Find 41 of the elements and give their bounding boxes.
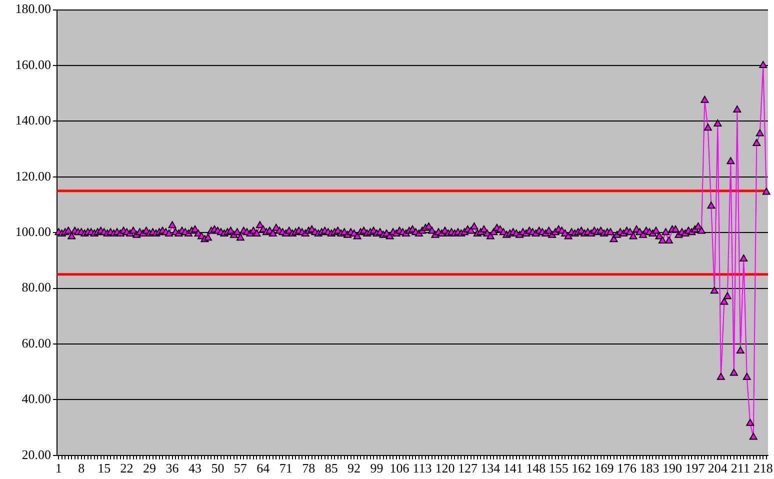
x-tick-label: 57 (234, 460, 248, 476)
x-tick-label: 29 (143, 460, 156, 476)
x-tick-label: 113 (412, 460, 432, 476)
x-tick-label: 78 (302, 460, 316, 476)
x-tick-label: 127 (458, 460, 478, 476)
x-tick-label: 99 (370, 460, 384, 476)
x-tick-label: 162 (572, 460, 592, 476)
x-tick-label: 50 (211, 460, 224, 476)
x-tick-label: 15 (98, 460, 111, 476)
x-tick-label: 1 (55, 460, 62, 476)
y-tick-label: 40.00 (22, 391, 51, 406)
x-tick-label: 43 (188, 460, 202, 476)
y-tick-label: 80.00 (22, 280, 51, 295)
x-tick-label: 155 (548, 460, 568, 476)
x-tick-label: 204 (708, 460, 728, 476)
y-tick-label: 100.00 (15, 224, 51, 240)
x-tick-label: 106 (390, 460, 410, 476)
x-tick-label: 71 (279, 460, 292, 476)
x-tick-label: 64 (256, 460, 270, 476)
y-tick-label: 180.00 (15, 1, 51, 16)
x-tick-label: 92 (348, 460, 361, 476)
x-tick-label: 120 (435, 460, 455, 476)
x-tick-label: 190 (662, 460, 682, 476)
x-tick-label: 183 (640, 460, 660, 476)
y-tick-label: 140.00 (15, 112, 51, 128)
x-tick-label: 197 (685, 460, 706, 476)
x-tick-label: 8 (78, 460, 85, 476)
y-tick-label: 20.00 (22, 446, 51, 462)
y-tick-label: 120.00 (15, 168, 51, 184)
x-tick-label: 148 (526, 460, 546, 476)
y-tick-label: 60.00 (22, 335, 51, 350)
x-tick-label: 169 (594, 460, 614, 476)
x-tick-label: 211 (730, 460, 750, 476)
x-tick-label: 85 (324, 460, 338, 476)
y-tick-label: 160.00 (15, 56, 51, 72)
x-tick-label: 176 (617, 460, 638, 476)
x-tick-label: 141 (503, 460, 523, 476)
x-tick-label: 134 (480, 460, 501, 476)
x-tick-label: 36 (166, 460, 180, 476)
x-tick-label: 22 (120, 460, 134, 476)
x-tick-label: 218 (753, 460, 773, 476)
